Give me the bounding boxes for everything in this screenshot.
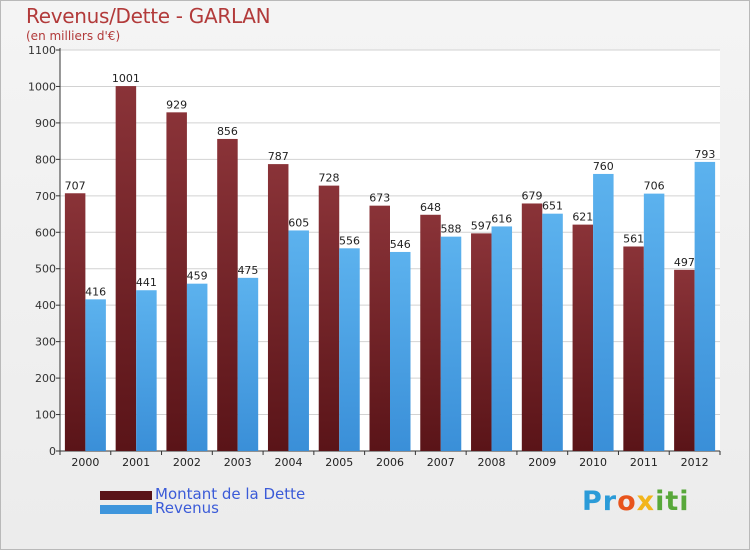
data-label: 605 bbox=[288, 216, 309, 229]
x-tick-label: 2007 bbox=[427, 456, 455, 469]
y-tick-label: 0 bbox=[49, 445, 56, 458]
bar-revenus bbox=[390, 251, 411, 451]
x-tick-label: 2003 bbox=[224, 456, 252, 469]
x-tick-label: 2008 bbox=[478, 456, 506, 469]
bar-dette bbox=[166, 112, 187, 451]
bar-dette bbox=[217, 138, 238, 451]
bar-dette bbox=[674, 269, 695, 451]
bar-dette bbox=[115, 86, 137, 451]
bar-dette bbox=[623, 246, 644, 451]
y-tick-label: 100 bbox=[35, 409, 56, 422]
data-label: 706 bbox=[644, 180, 665, 193]
bar-revenus bbox=[186, 283, 208, 451]
data-label: 441 bbox=[136, 276, 157, 289]
chart-subtitle: (en milliers d'€) bbox=[26, 29, 121, 43]
bar-revenus bbox=[440, 236, 462, 451]
chart-title: Revenus/Dette - GARLAN bbox=[26, 4, 271, 28]
x-tick-label: 2005 bbox=[325, 456, 353, 469]
x-tick-label: 2004 bbox=[274, 456, 302, 469]
bar-dette bbox=[267, 164, 289, 451]
data-label: 929 bbox=[166, 98, 187, 111]
bar-revenus bbox=[643, 193, 665, 451]
y-tick-label: 500 bbox=[35, 263, 56, 276]
data-label: 621 bbox=[572, 211, 593, 224]
x-tick-label: 2001 bbox=[122, 456, 150, 469]
x-tick-label: 2000 bbox=[71, 456, 99, 469]
data-label: 497 bbox=[674, 256, 695, 269]
data-label: 648 bbox=[420, 201, 441, 214]
data-label: 561 bbox=[623, 232, 644, 245]
bar-revenus bbox=[593, 173, 614, 452]
data-label: 728 bbox=[318, 172, 339, 185]
y-tick-label: 1100 bbox=[28, 44, 56, 57]
data-label: 597 bbox=[471, 219, 492, 232]
bar-dette bbox=[318, 185, 340, 452]
data-label: 707 bbox=[65, 179, 86, 192]
x-tick-label: 2010 bbox=[579, 456, 607, 469]
bar-revenus bbox=[694, 161, 716, 451]
y-tick-label: 1000 bbox=[28, 80, 56, 93]
data-label: 760 bbox=[593, 160, 614, 173]
bar-revenus bbox=[136, 290, 157, 451]
data-label: 856 bbox=[217, 125, 238, 138]
data-label: 651 bbox=[542, 200, 563, 213]
x-tick-label: 2006 bbox=[376, 456, 404, 469]
bar-dette bbox=[471, 233, 492, 451]
bar-dette bbox=[521, 203, 543, 451]
y-tick-label: 300 bbox=[35, 336, 56, 349]
proxiti-logo: Proxiti bbox=[582, 486, 690, 517]
y-tick-label: 700 bbox=[35, 190, 56, 203]
data-label: 416 bbox=[85, 285, 106, 298]
data-label: 787 bbox=[268, 150, 289, 163]
bar-dette bbox=[369, 205, 390, 451]
data-label: 475 bbox=[237, 264, 258, 277]
data-label: 556 bbox=[339, 234, 360, 247]
y-tick-label: 200 bbox=[35, 372, 56, 385]
bar-revenus bbox=[85, 299, 106, 451]
bar-revenus bbox=[339, 248, 360, 451]
bar-dette bbox=[572, 224, 594, 451]
data-label: 588 bbox=[441, 223, 462, 236]
y-tick-label: 800 bbox=[35, 153, 56, 166]
y-tick-label: 900 bbox=[35, 117, 56, 130]
bar-revenus bbox=[491, 226, 513, 451]
data-label: 1001 bbox=[112, 72, 140, 85]
legend-swatch-revenus bbox=[100, 505, 152, 514]
data-label: 793 bbox=[694, 148, 715, 161]
bar-revenus bbox=[542, 213, 563, 451]
bar-dette bbox=[64, 193, 86, 451]
y-tick-label: 600 bbox=[35, 226, 56, 239]
y-tick-label: 400 bbox=[35, 299, 56, 312]
legend-label-dette: Montant de la Dette bbox=[155, 485, 306, 503]
bar-dette bbox=[420, 214, 441, 451]
legend-swatch-dette bbox=[100, 491, 152, 500]
data-label: 679 bbox=[522, 189, 543, 202]
data-label: 459 bbox=[187, 270, 208, 283]
x-tick-label: 2012 bbox=[681, 456, 709, 469]
bar-revenus bbox=[288, 230, 309, 451]
x-tick-label: 2009 bbox=[528, 456, 556, 469]
x-tick-label: 2002 bbox=[173, 456, 201, 469]
data-label: 616 bbox=[491, 212, 512, 225]
bar-revenus bbox=[237, 277, 259, 451]
x-tick-label: 2011 bbox=[630, 456, 658, 469]
data-label: 546 bbox=[390, 238, 411, 251]
data-label: 673 bbox=[369, 192, 390, 205]
legend-label-revenus: Revenus bbox=[155, 499, 219, 517]
